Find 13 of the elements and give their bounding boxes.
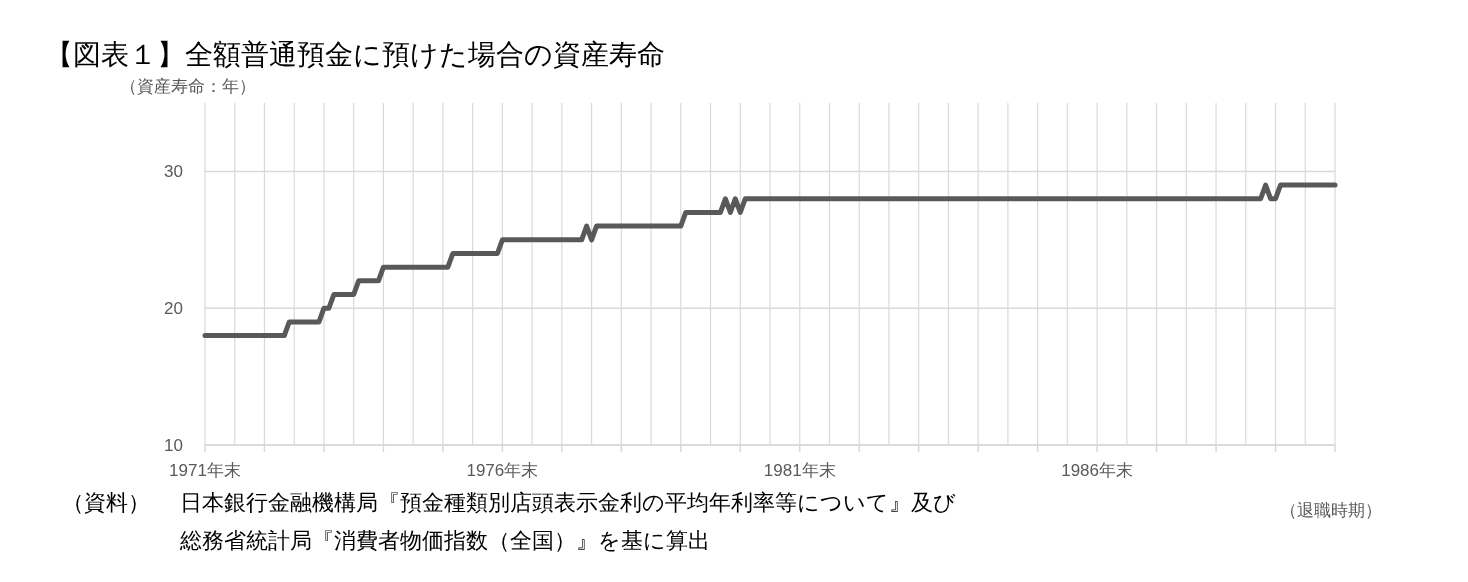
ylabel: （資産寿命：年） [120,77,256,96]
xlabel: （退職時期） [1280,501,1382,520]
x-tick-label: 1976年末 [466,461,539,480]
x-tick-label: 1986年末 [1061,461,1134,480]
annotation: （資料） [62,490,150,515]
y-tick-label: 20 [164,299,183,319]
y-tick-label: 10 [164,436,183,455]
y-tick-label: 30 [164,162,183,182]
x-tick-label: 1971年末 [169,461,241,480]
annotation: 日本銀行金融機構局『預金種類別店頭表示金利の平均年利率等について』及び [180,490,956,515]
x-tick-label: 1981年末 [763,461,836,480]
annotation: 総務省統計局『消費者物価指数（全国）』を基に算出 [180,528,710,553]
title: 【図表１】全額普通預金に預けた場合の資産寿命 [45,39,665,70]
